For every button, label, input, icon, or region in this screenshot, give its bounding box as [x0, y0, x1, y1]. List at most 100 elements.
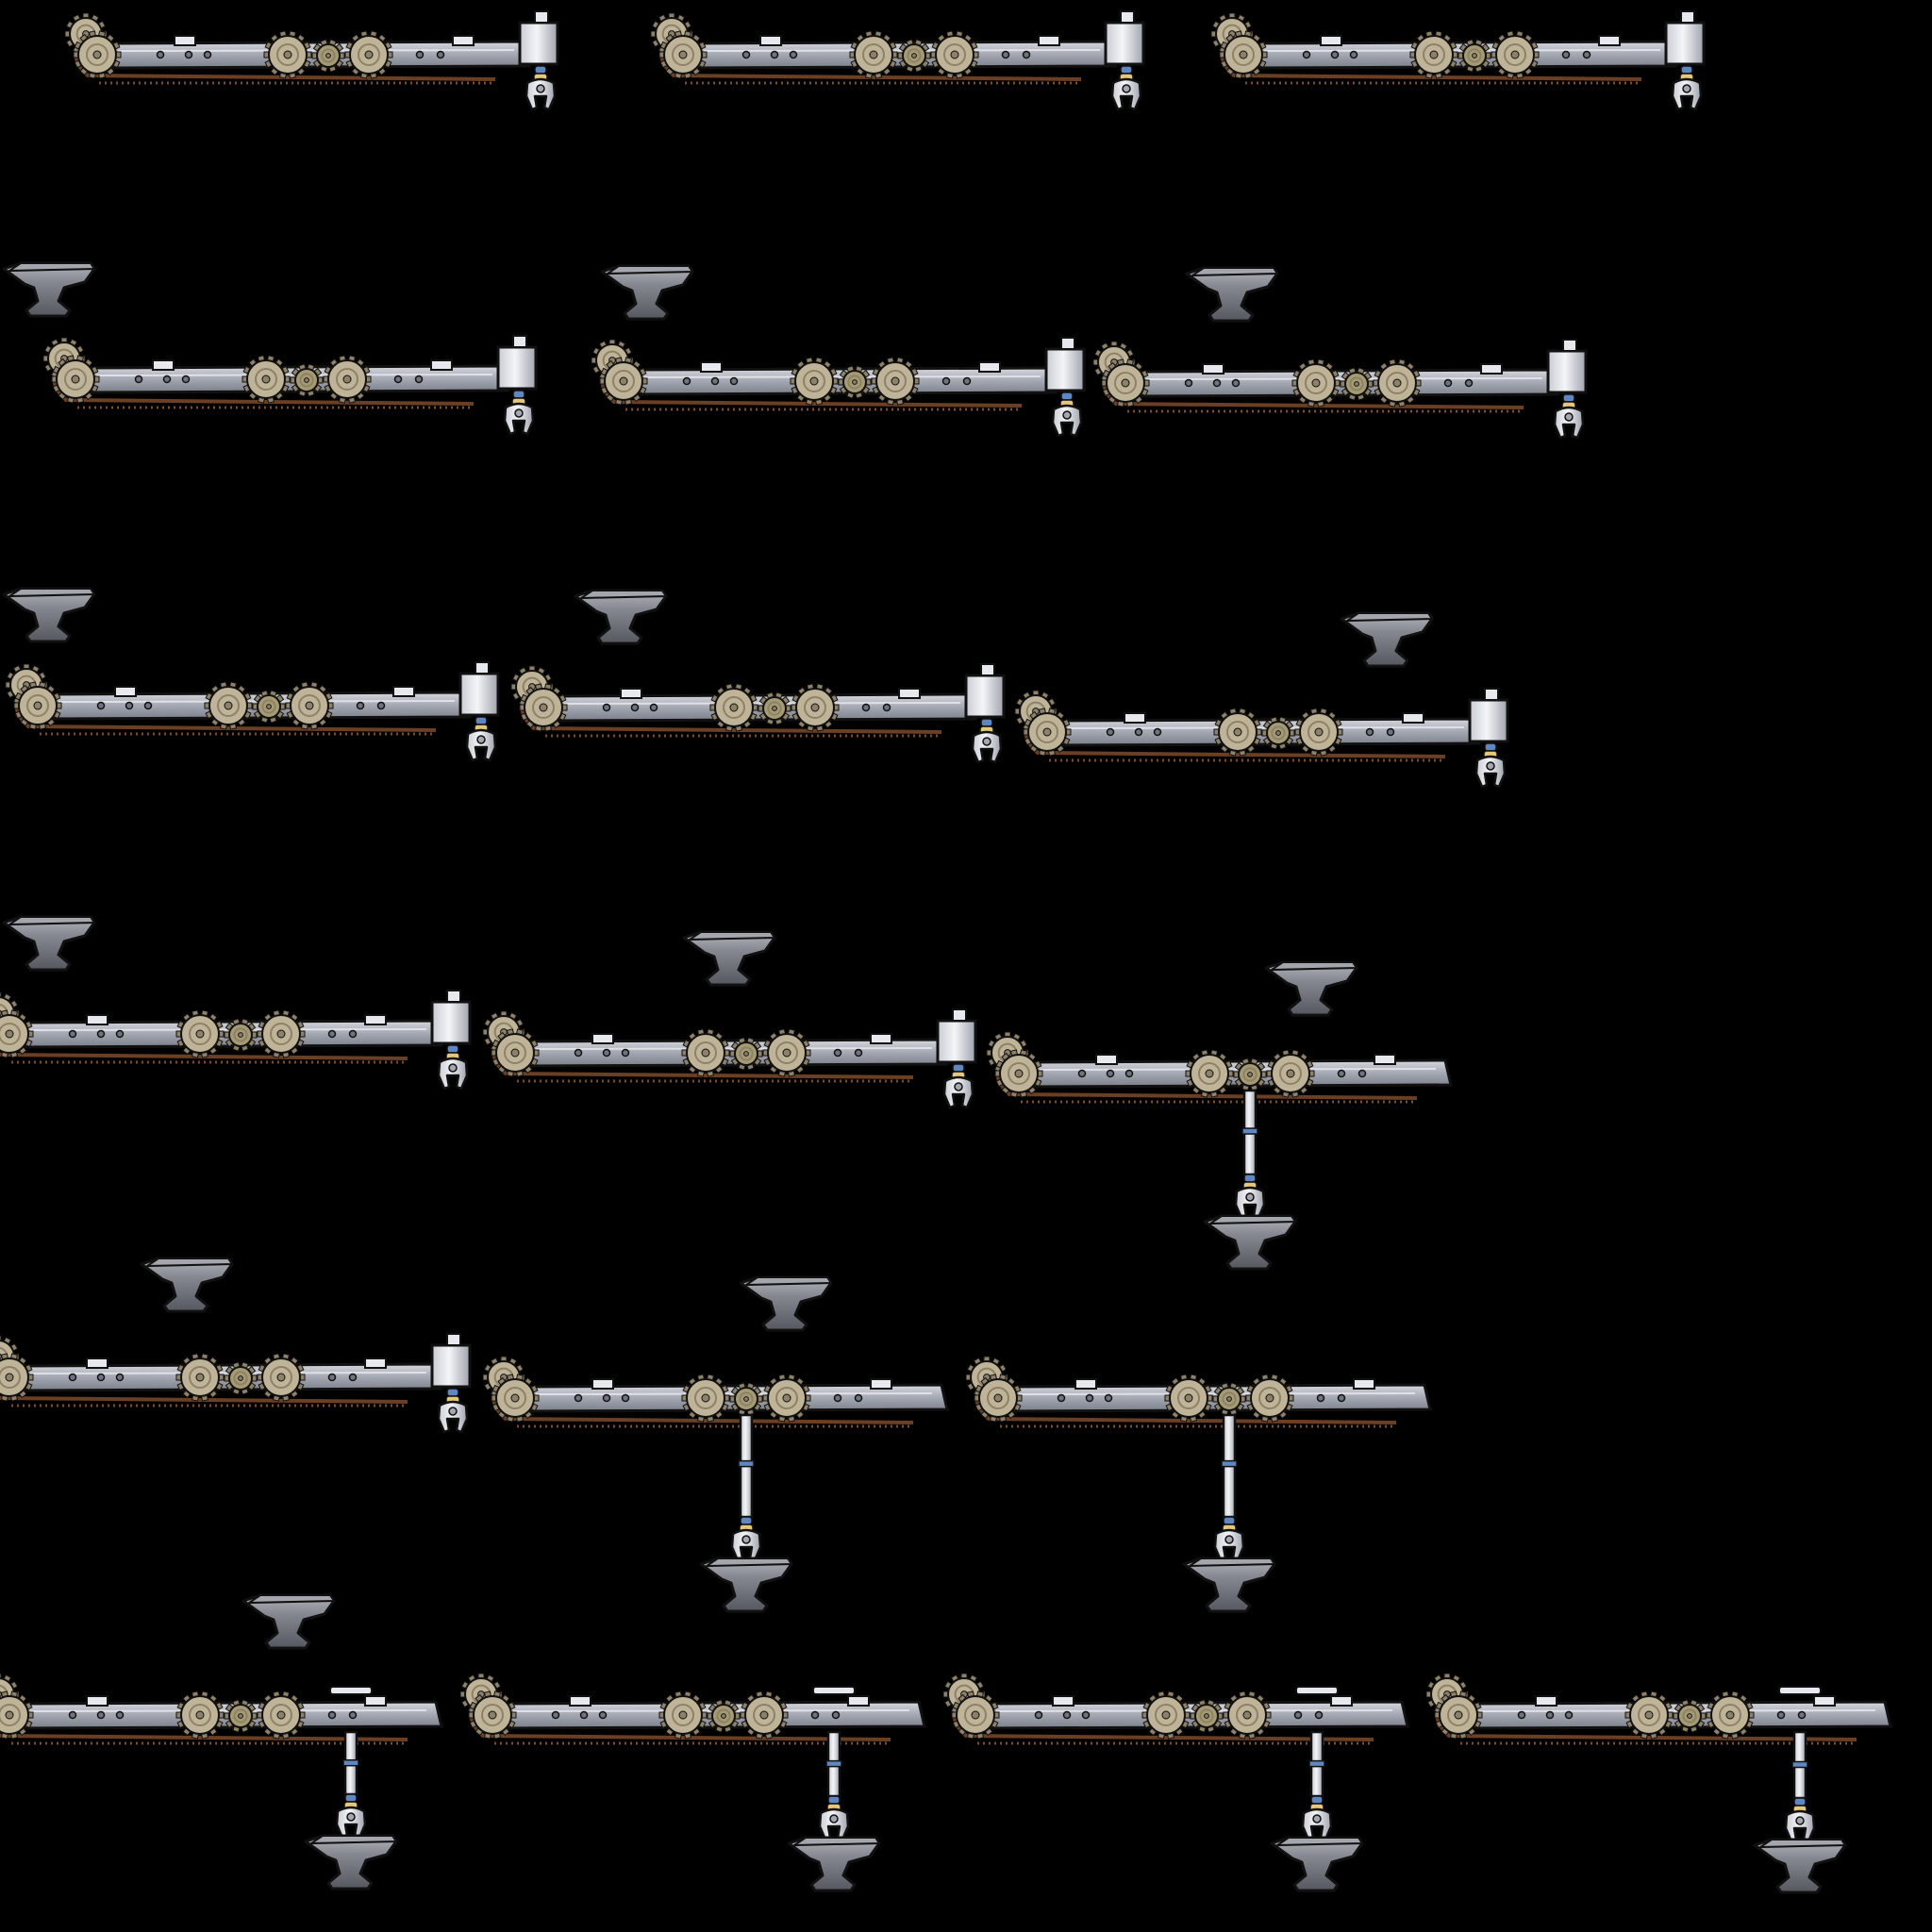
trolley-cap [329, 1686, 373, 1695]
rail-tab [1052, 1695, 1074, 1707]
rail-tab [1038, 35, 1060, 46]
housing-cap [952, 1008, 967, 1022]
drive-gear-front [491, 1028, 540, 1077]
rail-tab [1598, 35, 1621, 46]
rail-bolt [115, 1373, 125, 1382]
rail-tab [114, 686, 137, 697]
rail-bolt [393, 375, 403, 384]
trolley-cap [1778, 1686, 1822, 1695]
idle-anvil [2, 261, 96, 318]
rail-bolt [96, 1029, 106, 1039]
drive-gear-front [1219, 30, 1268, 79]
trolley-gear-left [175, 1353, 225, 1402]
trolley-gear-small [224, 1361, 258, 1395]
rail-tab [1353, 1378, 1375, 1390]
rail-bolt [327, 1710, 337, 1720]
rail-bolt [1776, 1710, 1786, 1720]
drive-gear-front [519, 683, 568, 732]
idle-anvil [682, 930, 776, 987]
trolley-gear-right [344, 30, 393, 79]
trolley-gear-right [930, 30, 979, 79]
drive-gear-front [951, 1690, 1000, 1740]
piston-band [1308, 1759, 1325, 1768]
carried-anvil [787, 1836, 881, 1892]
trolley-cap [1295, 1686, 1339, 1695]
housing-cap [1060, 337, 1075, 350]
rail-bolt [770, 50, 779, 59]
rail-bolt [574, 1393, 583, 1403]
claw-gripper [1671, 65, 1703, 111]
rail-bolt [941, 376, 951, 386]
claw-gripper [1784, 1797, 1816, 1843]
trolley-gear-small [311, 39, 345, 73]
rail-tab [591, 1378, 614, 1390]
housing-cap [1484, 688, 1499, 701]
idle-anvil [600, 264, 694, 321]
claw-gripper [465, 716, 497, 762]
idle-anvil [140, 1257, 234, 1313]
drive-gear-front [0, 1009, 34, 1058]
trolley-gear-small [252, 690, 286, 724]
rail-bolt [1212, 378, 1222, 388]
trolley-gear-right [1294, 708, 1343, 757]
rail-tab [364, 1014, 387, 1025]
rail-bolt [68, 1029, 77, 1039]
drive-gear-front [491, 1374, 540, 1423]
rail-bolt [574, 1048, 583, 1058]
trolley-gear-right [1266, 1049, 1315, 1098]
rail-tab [978, 361, 1001, 373]
claw-gripper [1474, 742, 1507, 789]
trolley-gear-left [1213, 708, 1262, 757]
rail-bolt [68, 1373, 77, 1382]
rail-tab [86, 1014, 108, 1025]
crane-frame-f09 [1014, 688, 1509, 789]
rail-tab [591, 1033, 614, 1044]
rail-bolt [1062, 1710, 1072, 1720]
rail-bolt [1104, 1393, 1113, 1403]
rail-bolt [1561, 50, 1571, 59]
rail-bolt [143, 701, 153, 710]
claw-gripper [437, 1388, 469, 1434]
rail-tab [1320, 35, 1342, 46]
rail-bolt [134, 375, 143, 384]
drive-gear-front [51, 355, 100, 404]
rail-bolt [962, 376, 972, 386]
crane-frame-f14 [482, 1356, 949, 1562]
rail-tab [152, 359, 175, 371]
rail-bolt [1797, 1710, 1807, 1720]
rail-bolt [831, 1710, 841, 1720]
crane-frame-f03 [1210, 10, 1706, 111]
rail-bolt [68, 1710, 77, 1720]
rail-bolt [649, 703, 658, 712]
trolley-gear-left [1291, 358, 1341, 408]
trolley-gear-small [224, 1699, 258, 1733]
claw-gripper [818, 1795, 850, 1841]
trolley-gear-left [1409, 30, 1458, 79]
trolley-gear-small [707, 1699, 741, 1733]
trolley-gear-left [204, 681, 253, 730]
claw-gripper [1213, 1516, 1245, 1562]
claw-housing [430, 1000, 472, 1045]
rail-bolt [162, 375, 172, 384]
idle-anvil [2, 915, 96, 972]
drive-gear-front [0, 1353, 34, 1402]
rail-bolt [729, 376, 739, 386]
rail-bolt [854, 1393, 863, 1403]
trolley-gear-small [1457, 39, 1491, 73]
rail-bolt [1034, 1710, 1043, 1720]
rail-bolt [602, 1048, 611, 1058]
trolley-gear-left [681, 1028, 730, 1077]
trolley-gear-right [1373, 358, 1422, 408]
drive-gear-front [1023, 708, 1072, 757]
drive-gear-front [658, 30, 708, 79]
rail-bolt [203, 50, 212, 59]
drive-gear-front [974, 1374, 1023, 1423]
trolley-gear-right [285, 681, 334, 730]
rail-bolt [741, 50, 751, 59]
trolley-gear-left [242, 355, 291, 404]
crane-frame-f18 [942, 1673, 1409, 1841]
claw-housing [936, 1019, 977, 1064]
rail-tab [1480, 363, 1503, 375]
crane-frame-f10 [0, 990, 472, 1091]
trolley-gear-right [762, 1374, 811, 1423]
